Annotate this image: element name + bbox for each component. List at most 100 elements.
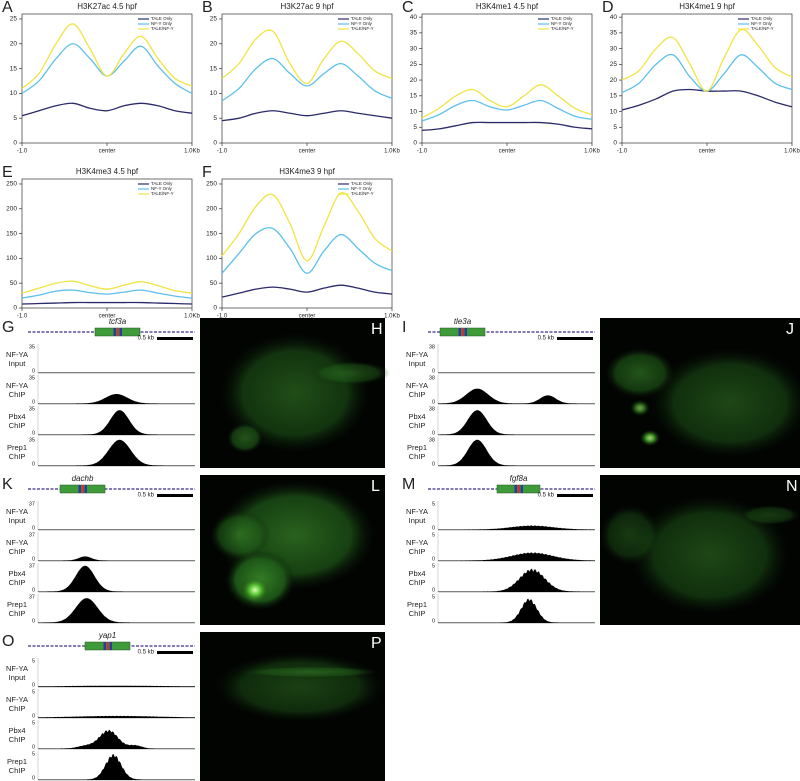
y-tick-label: 150 (206, 230, 217, 237)
track-signal (38, 598, 195, 623)
track-min: 0 (32, 775, 35, 781)
legend-label: NF-Y Only (151, 21, 173, 26)
y-tick-label: 5 (13, 115, 17, 122)
track-label: Prep1 (407, 443, 427, 452)
y-tick-label: 10 (210, 90, 218, 97)
track-signal (38, 685, 195, 687)
y-tick-label: 50 (210, 280, 218, 287)
x-tick-label: 1.0Kb (584, 149, 600, 155)
track-signal (438, 568, 595, 592)
track-label: Prep1 (7, 757, 27, 766)
legend-label: TALE/NF-Y (351, 191, 374, 196)
scale-bar (157, 337, 193, 340)
gene-name: dachb (72, 474, 94, 483)
y-tick-label: 40 (410, 14, 418, 21)
y-tick-label: 150 (6, 230, 17, 237)
fluorescence (600, 505, 660, 565)
y-tick-label: 0 (213, 140, 217, 147)
track-min: 0 (32, 556, 35, 562)
legend-label: NF-Y Only (751, 21, 773, 26)
y-tick-label: 250 (6, 181, 17, 188)
track-max: 37 (29, 563, 35, 569)
track-label: NF-YA (406, 507, 428, 516)
panel-letter: B (202, 0, 213, 16)
gene-feature (113, 328, 116, 336)
x-tick-label: 1.0Kb (384, 314, 400, 320)
track-label: ChIP (9, 609, 26, 618)
scale-bar (157, 651, 193, 654)
y-tick-label: 100 (206, 255, 217, 262)
x-tick-label: -1.0 (217, 314, 228, 320)
track-signal (38, 410, 195, 435)
track-min: 0 (32, 682, 35, 688)
gene-feature (103, 642, 106, 650)
series-line (221, 284, 393, 298)
track-min: 0 (432, 556, 435, 562)
plot-frame (421, 13, 593, 144)
legend-label: TALE/NF-Y (751, 26, 774, 31)
y-tick-label: 25 (610, 61, 618, 68)
fluorescence (210, 510, 270, 560)
track-signal (438, 525, 595, 530)
legend-label: NF-Y Only (351, 21, 373, 26)
track-label: Prep1 (407, 600, 427, 609)
track-min: 0 (432, 461, 435, 467)
legend-label: TALE/NF-Y (151, 26, 174, 31)
track-signal (38, 565, 195, 592)
track-label: ChIP (9, 452, 26, 461)
series-line (421, 84, 593, 119)
gene-name: yap1 (98, 631, 116, 640)
track-label: ChIP (409, 452, 426, 461)
track-label: ChIP (409, 547, 426, 556)
track-max: 5 (32, 720, 35, 726)
track-max: 38 (429, 437, 435, 443)
panel-letter: E (2, 164, 13, 181)
legend-label: TALE Only (151, 181, 173, 186)
y-tick-label: 15 (10, 65, 18, 72)
track-min: 0 (432, 618, 435, 624)
y-tick-label: 10 (610, 108, 618, 115)
track-label: Pbx4 (8, 412, 25, 421)
chart-title: H3K4me3 9 hpf (279, 167, 335, 176)
fluorescence (240, 666, 380, 678)
y-tick-label: 10 (10, 90, 18, 97)
track-max: 5 (432, 563, 435, 569)
series-line (21, 280, 193, 294)
track-label: ChIP (409, 609, 426, 618)
panel-letter: N (786, 478, 798, 495)
x-tick-label: center (499, 149, 516, 155)
gene-name: tcf3a (109, 317, 127, 326)
x-tick-label: center (99, 149, 116, 155)
series-line (221, 29, 393, 85)
fluorescence (640, 430, 660, 446)
legend-label: TALE Only (551, 16, 573, 21)
panel-letter: I (402, 319, 406, 336)
y-tick-label: 0 (213, 305, 217, 312)
track-min: 0 (32, 713, 35, 719)
y-tick-label: 35 (610, 30, 618, 37)
series-line (621, 88, 793, 111)
track-label: Input (9, 516, 27, 525)
track-signal (38, 715, 195, 718)
track-max: 5 (32, 689, 35, 695)
track-signal (438, 552, 595, 561)
x-tick-label: -1.0 (617, 149, 628, 155)
y-tick-label: 15 (210, 65, 218, 72)
chart-title: H3K27ac 9 hpf (281, 2, 335, 11)
track-label: Input (409, 516, 427, 525)
track-label: NF-YA (6, 695, 28, 704)
series-line (221, 57, 393, 102)
y-tick-label: 200 (206, 205, 217, 212)
track-signal (438, 410, 595, 435)
panel-letter: G (2, 319, 14, 336)
y-tick-label: 15 (410, 93, 418, 100)
gene-name: fgf8a (510, 474, 528, 483)
track-label: NF-YA (6, 664, 28, 673)
x-tick-label: -1.0 (17, 314, 28, 320)
track-min: 0 (32, 525, 35, 531)
y-tick-label: 5 (613, 124, 617, 131)
track-label: ChIP (409, 421, 426, 430)
x-tick-label: center (699, 149, 716, 155)
gene-feature (458, 328, 461, 336)
plot-frame (21, 13, 193, 144)
